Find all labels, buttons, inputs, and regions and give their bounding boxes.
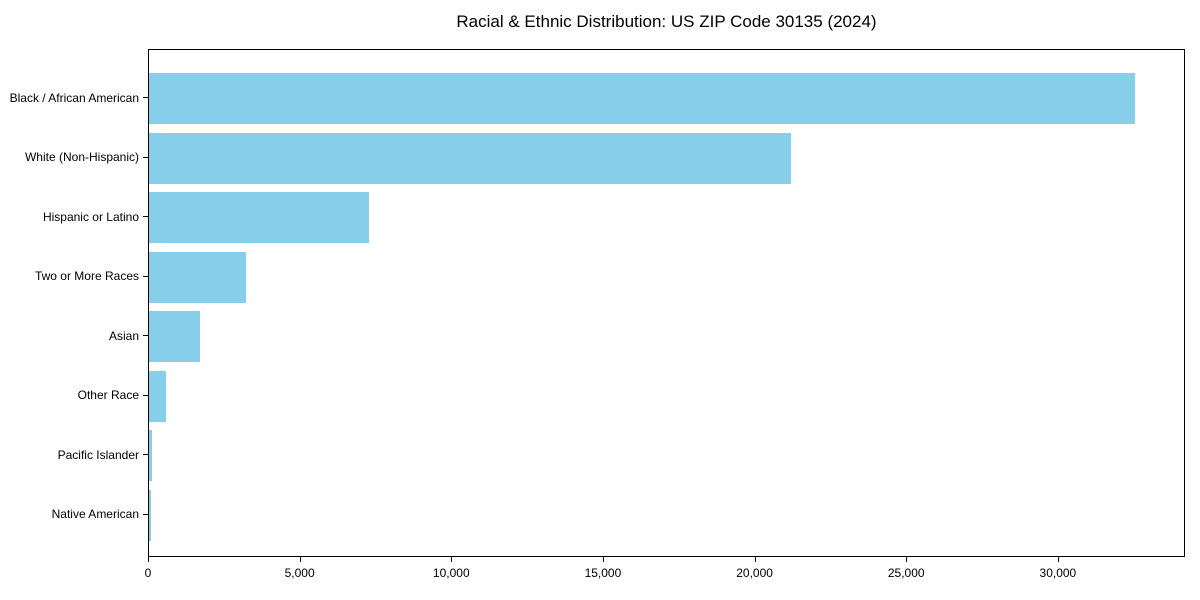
bar-two-or-more-races — [149, 251, 246, 303]
x-tick-label: 25,000 — [887, 566, 925, 580]
chart-title: Racial & Ethnic Distribution: US ZIP Cod… — [456, 12, 877, 31]
y-tick-label: Two or More Races — [34, 269, 139, 283]
x-axis-tick — [602, 557, 605, 562]
x-axis-tick — [906, 557, 908, 562]
y-tick-label: Asian — [108, 328, 139, 343]
y-axis-tick — [143, 513, 148, 515]
plot-area — [148, 49, 1185, 557]
y-axis-tick — [143, 394, 148, 396]
bar-asian — [149, 311, 200, 362]
bar-black-african-american — [149, 73, 1135, 124]
y-tick-label: Black / African American — [9, 90, 139, 105]
x-tick-label: 5,000 — [284, 566, 315, 580]
bar-other-race — [149, 370, 166, 422]
bar-pacific-islander — [149, 430, 153, 481]
y-tick-label: Native American — [51, 507, 139, 521]
y-tick-label: White (Non-Hispanic) — [24, 150, 139, 164]
y-axis-tick — [143, 335, 148, 337]
x-tick-label: 30,000 — [1039, 566, 1077, 580]
bar-native-american — [149, 489, 152, 541]
y-axis-tick — [143, 216, 148, 218]
y-tick-label: Pacific Islander — [57, 447, 139, 462]
x-axis-tick — [148, 557, 150, 562]
y-axis-tick — [143, 454, 148, 456]
x-tick-label: 10,000 — [432, 566, 470, 580]
x-axis-tick — [1057, 557, 1060, 562]
y-tick-label: Hispanic or Latino — [42, 209, 139, 224]
y-tick-label: Other Race — [77, 388, 139, 402]
y-axis-tick — [143, 275, 148, 277]
x-axis-tick — [451, 557, 453, 562]
x-tick-label: 20,000 — [736, 566, 773, 580]
x-axis-tick — [299, 557, 301, 562]
x-tick-label: 15,000 — [584, 566, 622, 580]
x-axis-tick — [754, 557, 756, 562]
y-axis-tick — [143, 97, 148, 99]
x-tick-label: 0 — [144, 566, 152, 580]
bar-white-non-hispanic — [149, 132, 792, 184]
y-axis-tick — [143, 156, 148, 158]
bar-hispanic-or-latino — [149, 192, 369, 243]
